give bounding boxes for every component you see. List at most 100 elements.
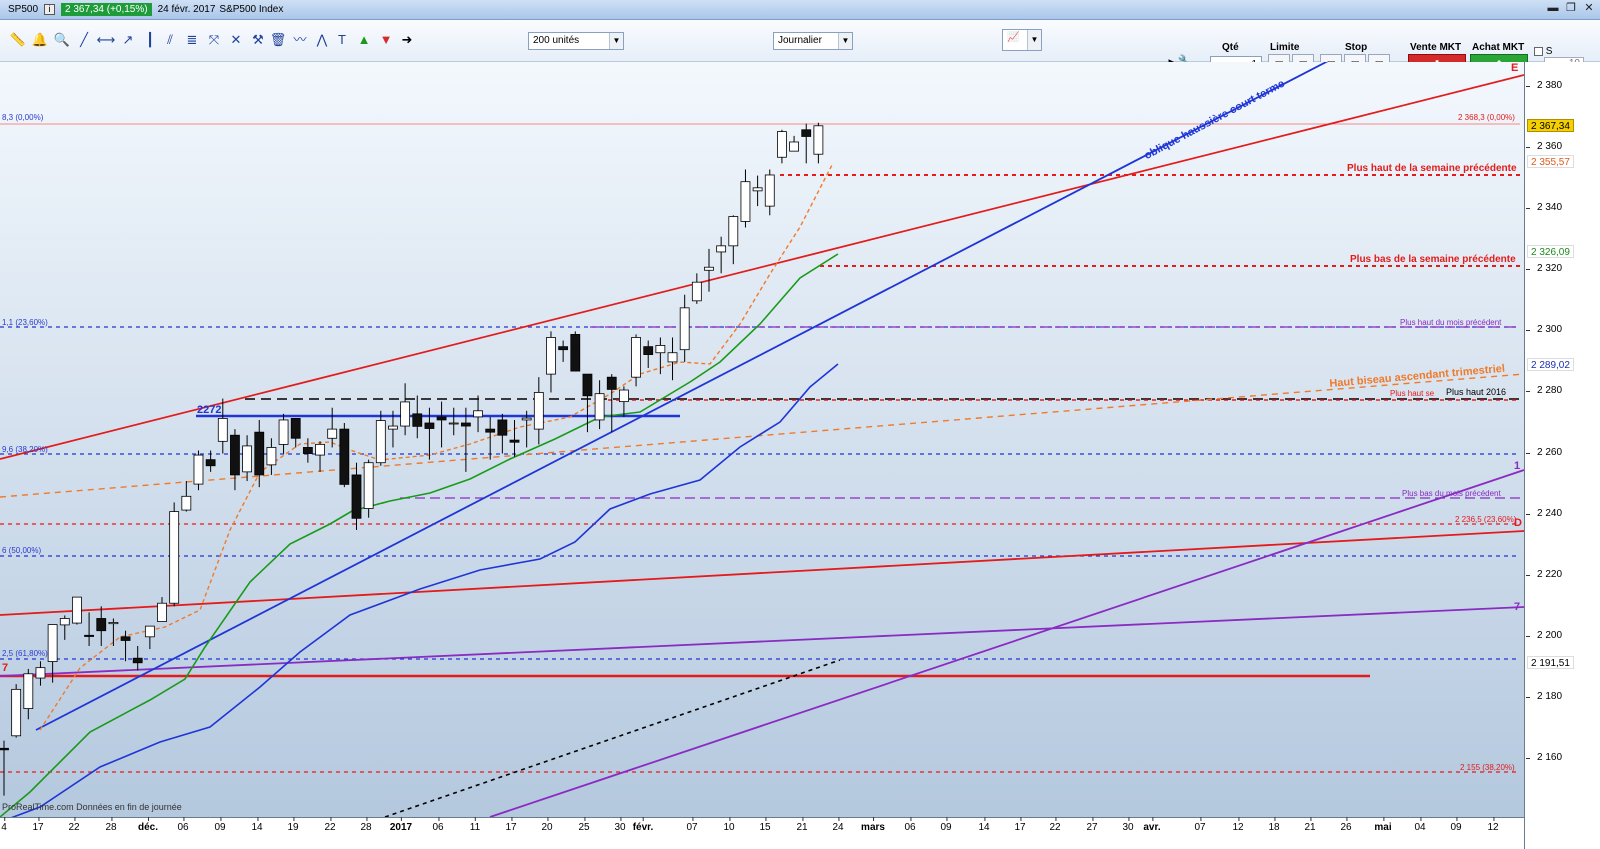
fibonacci-icon[interactable]: ≣ bbox=[186, 32, 198, 47]
candle bbox=[582, 373, 593, 433]
candle-body bbox=[315, 443, 325, 456]
candle bbox=[424, 407, 435, 460]
restore-icon[interactable]: ❐ bbox=[1566, 2, 1576, 14]
x-tick-label: 20 bbox=[541, 817, 553, 833]
close-icon[interactable]: ✕ bbox=[1584, 2, 1594, 14]
candle-body bbox=[740, 181, 751, 222]
candle bbox=[84, 612, 94, 646]
y-tick-label: 2 300 bbox=[1525, 324, 1563, 336]
trendline-icon[interactable]: ╱ bbox=[80, 32, 88, 47]
candles-layer bbox=[0, 122, 824, 796]
y-price-badge: 2 355,57 bbox=[1527, 154, 1574, 168]
fib-label-50: 6 (50,00%) bbox=[2, 546, 42, 555]
candle-body bbox=[436, 416, 447, 421]
x-tick-label: 27 bbox=[1086, 817, 1098, 833]
candle bbox=[315, 441, 325, 472]
candle bbox=[400, 383, 411, 436]
candle-body bbox=[23, 673, 34, 710]
symbol-label[interactable]: SP500 bbox=[8, 4, 39, 15]
candle-body bbox=[594, 393, 605, 421]
candle-body bbox=[704, 266, 714, 271]
candle-body bbox=[728, 216, 739, 247]
delete-icon[interactable]: 🗑 bbox=[269, 32, 287, 47]
fib-right-label-382: 2 155 (38,20%) bbox=[1460, 763, 1515, 772]
candle-body bbox=[120, 636, 131, 641]
candle bbox=[302, 438, 313, 463]
candle-body bbox=[546, 337, 556, 375]
channel-icon[interactable]: ⫽ bbox=[167, 32, 173, 47]
short-trend-blue-line bbox=[35, 62, 1329, 731]
option-s-checkbox[interactable] bbox=[1534, 46, 1543, 56]
x-tick-label: 14 bbox=[251, 817, 263, 833]
tools-icon[interactable]: ⚒ bbox=[252, 32, 264, 47]
label-7-left: 7 bbox=[2, 662, 9, 674]
candle bbox=[485, 416, 496, 460]
black-dashed-average bbox=[384, 659, 841, 817]
period-select[interactable]: Journalier ▼ bbox=[773, 32, 853, 50]
x-tick-label: 28 bbox=[360, 817, 372, 833]
y-tick-label: 2 160 bbox=[1525, 752, 1563, 763]
candle-body bbox=[752, 187, 763, 192]
candle-body bbox=[11, 688, 22, 737]
candle-body bbox=[254, 431, 265, 476]
candle bbox=[716, 236, 727, 274]
candle-body bbox=[388, 425, 398, 430]
ray-icon[interactable]: ↗ bbox=[122, 32, 134, 47]
candle bbox=[655, 337, 666, 375]
candle bbox=[643, 340, 654, 369]
x-tick-label: 30 bbox=[1122, 817, 1134, 833]
pattern-icon[interactable]: ⋀ bbox=[316, 32, 328, 47]
candle-body bbox=[35, 667, 46, 679]
x-axis[interactable]: 4 17 22 28 déc. 06 09 14 19 22 28 2017 06 11 17 20 25 30 f… bbox=[0, 817, 1524, 849]
candle-body bbox=[72, 596, 82, 624]
info-icon[interactable]: i bbox=[44, 4, 56, 15]
x-tick-label: 21 bbox=[796, 817, 808, 833]
price-chart[interactable]: 8,3 (0,00%) 1,1 (23,60%) 9,6 (38,20%) 6 … bbox=[0, 62, 1600, 849]
candle bbox=[59, 615, 70, 640]
x-tick-label: févr. bbox=[632, 817, 654, 833]
fan-icon[interactable]: ⤧ bbox=[208, 32, 220, 47]
alarm-icon[interactable]: 🔔 bbox=[31, 32, 49, 47]
candle bbox=[157, 597, 167, 622]
date-label: 24 févr. 2017 bbox=[157, 4, 216, 15]
candle-body bbox=[533, 392, 544, 430]
candle bbox=[813, 122, 824, 164]
sell-label: Vente MKT bbox=[1410, 42, 1462, 53]
candle-body bbox=[473, 410, 483, 418]
horizontal-line-icon[interactable]: ⟷ bbox=[96, 32, 116, 47]
candle bbox=[388, 410, 398, 448]
ruler-icon[interactable]: 📏 bbox=[9, 32, 27, 47]
y-tick-label: 2 360 bbox=[1525, 141, 1563, 153]
chevron-down-icon: ▼ bbox=[609, 33, 623, 49]
wave-icon[interactable]: 〰 bbox=[293, 32, 307, 47]
x-tick-label: 19 bbox=[287, 817, 299, 833]
down-arrow-icon[interactable]: ▼ bbox=[379, 32, 393, 47]
candle bbox=[497, 413, 508, 454]
up-arrow-icon[interactable]: ▲ bbox=[357, 32, 371, 47]
y-axis[interactable]: 2 380 2 360 2 340 2 320 2 300 2 280 2 260 2 240… bbox=[1524, 62, 1600, 849]
x-tick-label: 09 bbox=[214, 817, 226, 833]
candle bbox=[521, 410, 532, 448]
candle-body bbox=[242, 445, 253, 473]
x-tick-label: 22 bbox=[324, 817, 336, 833]
text-icon[interactable]: T bbox=[338, 32, 346, 47]
x-tick-label: 17 bbox=[505, 817, 517, 833]
cross-icon[interactable]: ✕ bbox=[230, 32, 242, 47]
plot-area[interactable] bbox=[0, 62, 1524, 817]
chart-style-select[interactable]: 📈 ▼ bbox=[1002, 29, 1042, 51]
units-select[interactable]: 200 unités ▼ bbox=[528, 32, 624, 50]
x-tick-label: 18 bbox=[1268, 817, 1280, 833]
high-2016-overlap-label: Plus haut se bbox=[1390, 389, 1435, 398]
x-tick-label: 25 bbox=[578, 817, 590, 833]
x-tick-label: déc. bbox=[137, 817, 159, 833]
zoom-icon[interactable]: 🔍 bbox=[53, 32, 71, 47]
minimize-icon[interactable]: ▬ bbox=[1547, 2, 1559, 14]
right-arrow-icon[interactable]: ➜ bbox=[401, 32, 413, 47]
x-tick-label: 26 bbox=[1340, 817, 1352, 833]
candle bbox=[144, 625, 155, 650]
candle bbox=[533, 377, 544, 445]
orange-wedge-line bbox=[0, 373, 1524, 498]
chart-toolbar: 📏 🔔 🔍 ╱ ⟷ ↗ ┃ ⫽ ≣ ⤧ ✕ ⚒ 🗑 〰 ⋀ T ▲ ▼ ➜ 20… bbox=[0, 20, 1600, 89]
candle-body bbox=[363, 462, 374, 509]
vertical-line-icon[interactable]: ┃ bbox=[146, 32, 154, 47]
